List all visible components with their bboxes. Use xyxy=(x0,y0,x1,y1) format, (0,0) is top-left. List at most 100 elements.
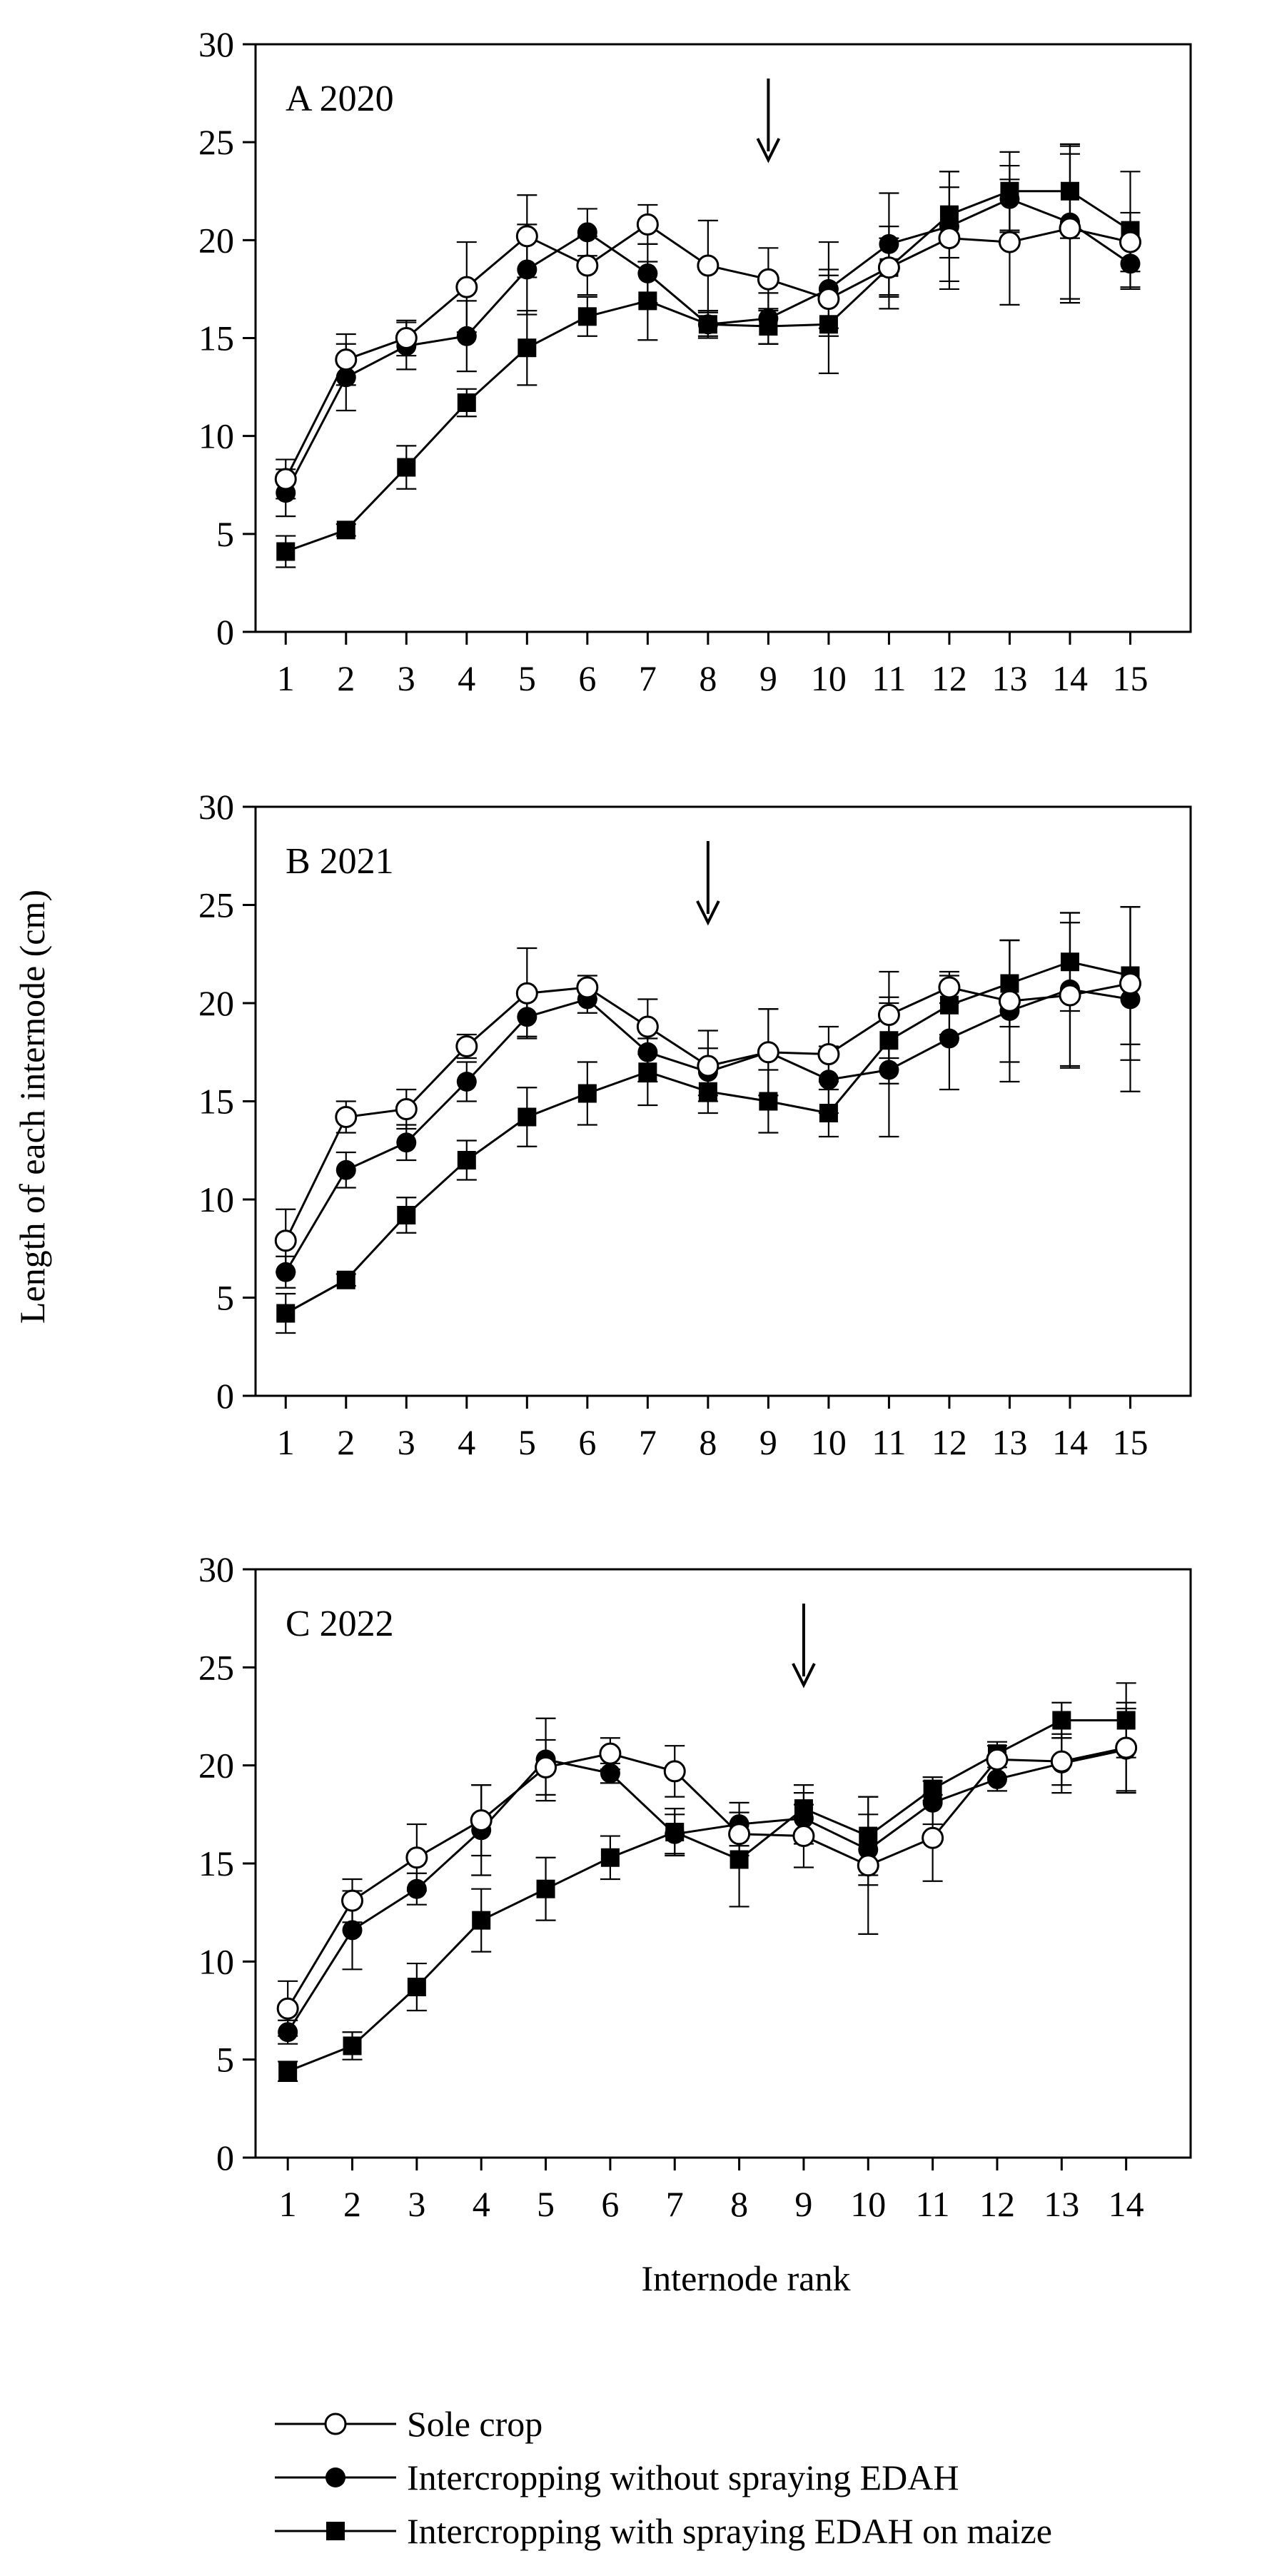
x-tick-label: 13 xyxy=(991,658,1027,698)
y-tick-label: 0 xyxy=(216,1376,234,1416)
y-tick-label: 25 xyxy=(198,1647,234,1687)
legend-label: Intercropping without spraying EDAH xyxy=(407,2457,959,2497)
data-point xyxy=(515,225,538,248)
data-point xyxy=(600,1763,620,1783)
data-point xyxy=(535,1756,557,1778)
x-tick-label: 2 xyxy=(337,658,355,698)
data-point xyxy=(938,976,961,999)
data-point xyxy=(577,307,597,326)
x-tick-label: 6 xyxy=(601,2184,619,2224)
y-tick-label: 25 xyxy=(198,885,234,925)
y-tick-label: 30 xyxy=(198,1549,234,1589)
x-tick-label: 10 xyxy=(811,1422,847,1462)
data-point xyxy=(1050,1750,1073,1773)
data-point xyxy=(405,1846,428,1869)
data-point xyxy=(276,1997,299,2020)
data-point xyxy=(457,1151,476,1169)
data-point xyxy=(407,1978,426,1997)
y-tick-label: 20 xyxy=(198,983,234,1023)
arrow-marker xyxy=(756,79,781,163)
data-point xyxy=(576,254,599,277)
data-point xyxy=(922,1826,944,1849)
y-tick-label: 0 xyxy=(216,612,234,652)
data-point xyxy=(577,1084,597,1103)
data-point xyxy=(998,990,1021,1012)
x-tick-label: 1 xyxy=(277,658,295,698)
y-tick-label: 0 xyxy=(216,2138,234,2178)
data-point xyxy=(396,1132,417,1153)
data-point xyxy=(274,1229,297,1252)
x-tick-label: 7 xyxy=(666,2184,684,2224)
data-point xyxy=(1119,972,1141,995)
x-tick-label: 3 xyxy=(408,2184,425,2224)
x-tick-label: 9 xyxy=(759,658,777,698)
x-tick-label: 3 xyxy=(398,1422,415,1462)
data-point xyxy=(397,1206,416,1224)
y-tick-label: 5 xyxy=(216,1278,234,1318)
x-tick-label: 12 xyxy=(932,658,967,698)
legend-item-sole-crop: Sole crop xyxy=(275,2404,542,2444)
x-tick-label: 11 xyxy=(872,1422,906,1462)
data-point xyxy=(518,338,537,358)
x-tick-label: 3 xyxy=(398,658,415,698)
y-axis-title: Length of each internode (cm) xyxy=(12,890,52,1324)
data-point xyxy=(1119,231,1141,253)
x-tick-label: 8 xyxy=(699,1422,717,1462)
x-tick-label: 5 xyxy=(518,658,536,698)
data-point xyxy=(336,520,355,540)
x-tick-label: 13 xyxy=(1044,2184,1079,2224)
data-point xyxy=(817,1043,840,1065)
x-tick-label: 10 xyxy=(850,2184,886,2224)
data-point xyxy=(986,1769,1007,1789)
data-point xyxy=(938,227,961,250)
data-point xyxy=(757,1041,779,1064)
data-point xyxy=(276,1304,296,1323)
x-tick-label: 9 xyxy=(759,1422,777,1462)
legend-marker xyxy=(326,2522,345,2540)
data-point xyxy=(335,1159,356,1180)
data-point xyxy=(456,1072,477,1092)
data-point xyxy=(697,1055,720,1077)
legend: Sole crop Intercropping without spraying … xyxy=(275,2404,1052,2551)
x-tick-label: 1 xyxy=(277,1422,295,1462)
x-tick-label: 2 xyxy=(343,2184,361,2224)
x-tick-label: 6 xyxy=(578,1422,596,1462)
data-point xyxy=(576,976,599,999)
arrow-marker xyxy=(792,1604,816,1689)
x-tick-label: 10 xyxy=(811,658,847,698)
plot-frame xyxy=(254,805,1192,1397)
data-point xyxy=(817,288,840,311)
data-point xyxy=(663,1760,686,1783)
data-point xyxy=(455,276,478,298)
y-tick-label: 15 xyxy=(198,318,234,358)
x-tick-label: 4 xyxy=(458,658,475,698)
data-point xyxy=(395,327,418,349)
data-point xyxy=(697,254,720,277)
x-tick-label: 15 xyxy=(1112,658,1148,698)
data-point xyxy=(518,1107,537,1127)
x-tick-label: 8 xyxy=(730,2184,748,2224)
data-point xyxy=(758,308,779,329)
data-point xyxy=(877,256,900,279)
data-point xyxy=(397,458,416,477)
arrow-head xyxy=(756,138,781,163)
data-point xyxy=(1059,217,1081,240)
x-tick-label: 11 xyxy=(916,2184,950,2224)
panel-title: A 2020 xyxy=(286,79,394,119)
x-tick-label: 13 xyxy=(991,1422,1027,1462)
series-sole-crop xyxy=(276,1701,1138,2037)
data-point xyxy=(1059,984,1081,1007)
data-point xyxy=(341,1889,364,1912)
x-tick-label: 4 xyxy=(458,1422,475,1462)
data-point xyxy=(470,1809,493,1832)
x-tick-label: 12 xyxy=(932,1422,967,1462)
data-point xyxy=(1052,1711,1071,1730)
data-point xyxy=(456,326,477,346)
x-tick-label: 1 xyxy=(279,2184,297,2224)
legend-label: Sole crop xyxy=(407,2404,542,2444)
data-point xyxy=(536,1879,555,1898)
arrow-head xyxy=(696,900,720,926)
